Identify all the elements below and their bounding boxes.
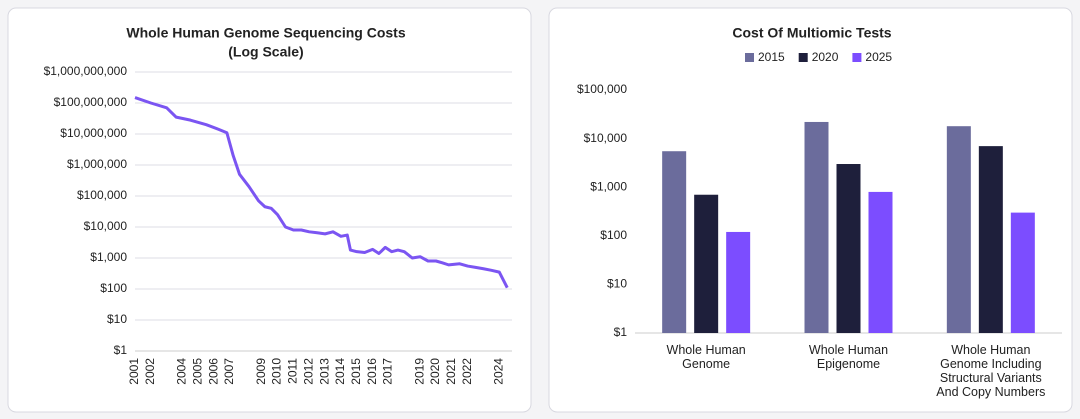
bar xyxy=(1010,212,1035,333)
y-tick-label: $10 xyxy=(607,277,627,291)
x-tick-label: 2010 xyxy=(270,358,284,385)
x-tick-label: 2016 xyxy=(365,358,379,385)
y-tick-label: $10,000 xyxy=(84,219,128,233)
y-tick-label: $1 xyxy=(114,343,128,357)
x-tick-label: 2007 xyxy=(222,358,236,385)
bar xyxy=(836,164,861,333)
y-tick-label: $100 xyxy=(600,228,627,242)
y-tick-label: $1,000 xyxy=(590,179,627,193)
chart-title: Cost Of Multiomic Tests xyxy=(732,25,891,41)
legend-label: 2025 xyxy=(865,50,892,64)
y-tick-label: $1 xyxy=(614,325,628,339)
bar xyxy=(946,126,971,333)
x-tick-label: Whole Human Genome xyxy=(666,343,746,371)
line xyxy=(134,96,509,289)
y-tick-label: $100,000 xyxy=(577,82,627,96)
x-tick-label: 2002 xyxy=(143,358,157,385)
x-tick-label: 2006 xyxy=(206,358,220,385)
legend-swatch xyxy=(745,53,754,62)
x-tick-label: Whole Human Epigenome xyxy=(808,343,889,371)
x-tick-label: 2014 xyxy=(333,358,347,385)
y-tick-label: $10,000,000 xyxy=(60,126,127,140)
x-tick-label: Whole Human Genome Including Structural … xyxy=(936,343,1046,399)
y-tick-label: $10 xyxy=(107,312,127,326)
y-tick-label: $1,000 xyxy=(90,250,127,264)
bar xyxy=(694,194,719,333)
legend-label: 2015 xyxy=(758,50,785,64)
y-tick-label: $100,000,000 xyxy=(54,95,128,109)
x-tick-label: 2021 xyxy=(444,358,458,385)
x-tick-label: 2022 xyxy=(460,358,474,385)
bar xyxy=(868,191,893,333)
chart-title: Whole Human Genome Sequencing Costs xyxy=(126,25,405,41)
x-tick-label: 2013 xyxy=(317,358,331,385)
x-tick-label: 2012 xyxy=(301,358,315,385)
y-tick-label: $100 xyxy=(100,281,127,295)
x-tick-label: 2017 xyxy=(381,358,395,385)
bar xyxy=(726,231,751,333)
panel xyxy=(7,7,532,413)
bar xyxy=(662,151,687,333)
bar xyxy=(804,121,829,334)
chart-subtitle: (Log Scale) xyxy=(228,44,303,60)
bar xyxy=(978,146,1003,333)
legend-swatch xyxy=(798,53,808,62)
x-tick-label: 2004 xyxy=(175,358,189,385)
x-tick-label: 2005 xyxy=(191,358,205,385)
x-tick-label: 2015 xyxy=(349,358,363,385)
x-tick-label: 2019 xyxy=(412,358,426,385)
y-tick-label: $1,000,000 xyxy=(67,157,127,171)
x-tick-label: 2020 xyxy=(428,358,442,385)
x-tick-label: 2001 xyxy=(127,358,141,385)
x-tick-label: 2009 xyxy=(254,358,268,385)
legend-swatch xyxy=(852,53,862,62)
x-tick-label: 2024 xyxy=(491,358,505,385)
legend-label: 2020 xyxy=(812,50,839,64)
y-tick-label: $1,000,000,000 xyxy=(44,64,128,78)
x-tick-label: 2011 xyxy=(286,358,300,384)
y-tick-label: $10,000 xyxy=(584,131,628,145)
y-tick-label: $100,000 xyxy=(77,188,127,202)
